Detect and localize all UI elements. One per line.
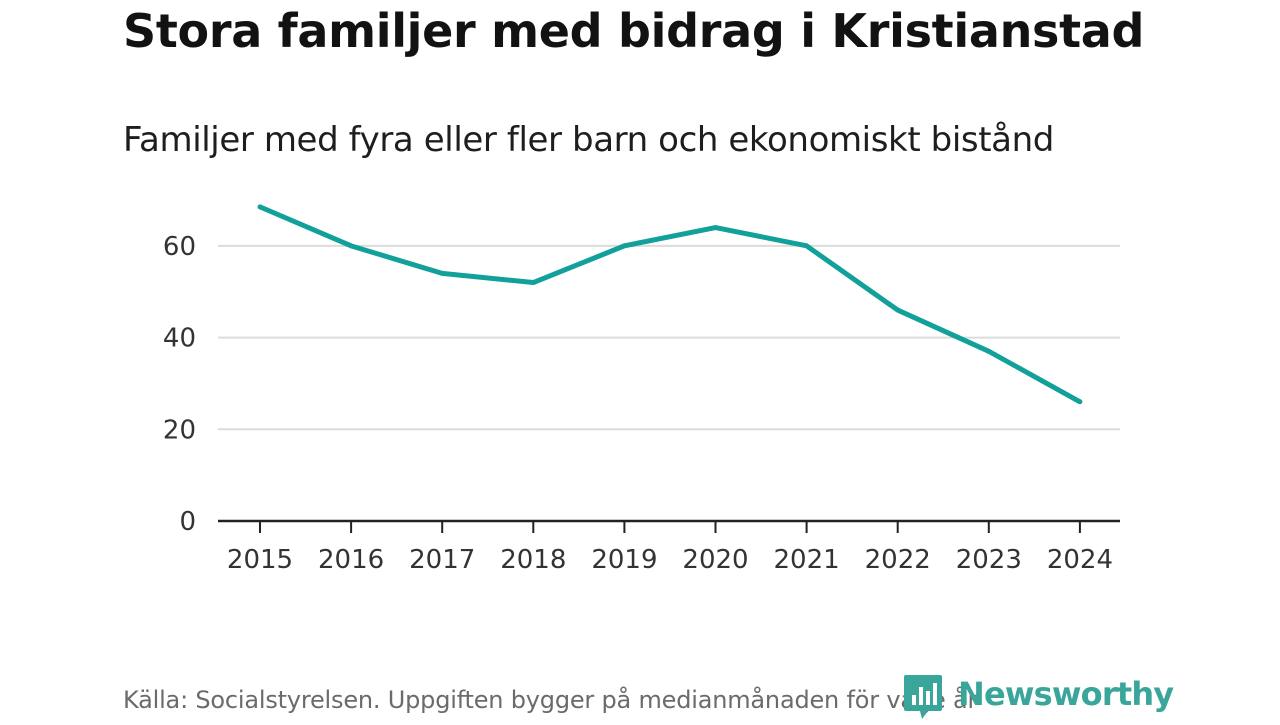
newsworthy-logo: Newsworthy	[902, 670, 1174, 719]
x-tick-label: 2020	[682, 545, 748, 575]
x-tick-label: 2015	[227, 545, 293, 575]
y-tick-label: 60	[163, 232, 196, 262]
x-tick-label: 2017	[409, 545, 475, 575]
data-point-2018	[530, 280, 536, 286]
x-tick-label: 2018	[500, 545, 566, 575]
chart-subtitle: Familjer med fyra eller fler barn och ek…	[123, 120, 1054, 160]
y-tick-label: 20	[163, 415, 196, 445]
data-point-2017	[439, 270, 445, 276]
y-axis-tick-labels: 0 20 40 60	[163, 232, 196, 537]
x-tick-label: 2021	[774, 545, 840, 575]
y-tick-label: 0	[179, 507, 196, 537]
series-line	[259, 204, 1082, 404]
data-point-2019	[621, 243, 627, 249]
x-tick-label: 2023	[956, 545, 1022, 575]
chart-title: Stora familjer med bidrag i Kristianstad	[123, 4, 1145, 58]
source-note: Källa: Socialstyrelsen. Uppgiften bygger…	[123, 686, 978, 714]
data-point-2016	[348, 243, 354, 249]
x-tick-label: 2022	[865, 545, 931, 575]
x-tick-label: 2024	[1047, 545, 1113, 575]
logo-text: Newsworthy	[958, 675, 1174, 713]
data-point-2023	[986, 348, 992, 354]
x-tick-label: 2019	[591, 545, 657, 575]
data-point-2020	[713, 225, 718, 231]
y-tick-label: 40	[163, 324, 196, 354]
bar-chart-speech-bubble-icon	[902, 673, 944, 719]
x-axis	[218, 519, 1120, 533]
x-axis-tick-labels: 2015 2016 2017 2018 2019 2020 2021 2022 2023 2024	[227, 545, 1113, 575]
x-tick-label: 2016	[318, 545, 384, 575]
series	[257, 204, 1083, 405]
gridlines	[218, 244, 1120, 431]
data-point-2022	[895, 307, 901, 313]
data-point-2024	[1077, 399, 1083, 405]
data-point-2015	[257, 204, 263, 210]
data-point-2021	[804, 243, 810, 249]
